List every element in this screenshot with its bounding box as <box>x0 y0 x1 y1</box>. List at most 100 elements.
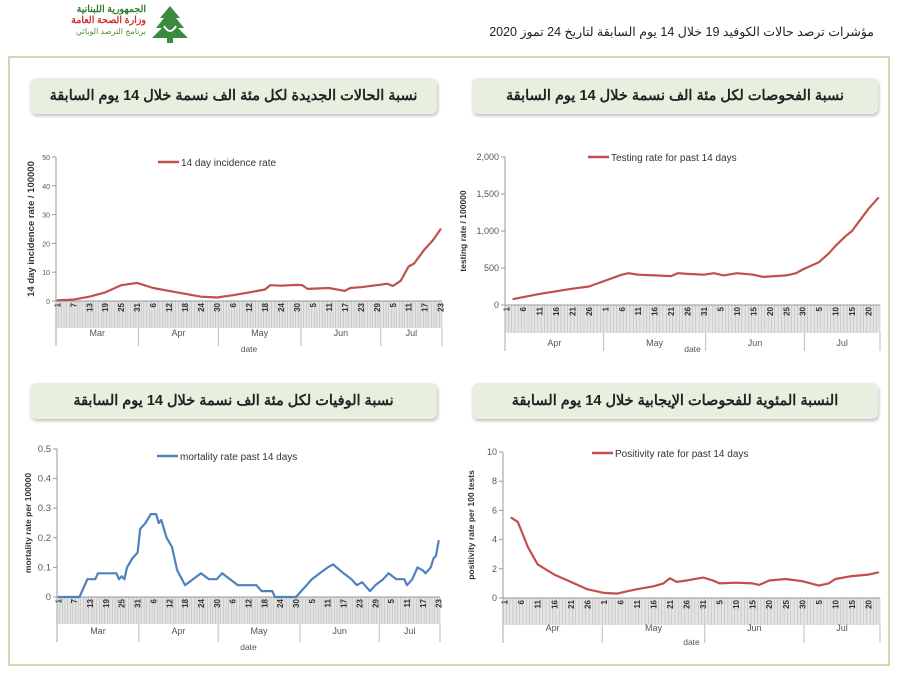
month-label: Jul <box>836 338 848 348</box>
x-tick-label: 5 <box>815 599 824 604</box>
data-point <box>636 588 638 591</box>
data-point <box>768 579 771 582</box>
x-tick-label: 30 <box>799 306 808 315</box>
data-point <box>516 521 519 523</box>
data-point <box>424 572 427 575</box>
y-tick-label: 0.4 <box>38 474 51 485</box>
month-label: Jul <box>406 328 418 338</box>
x-tick-label: 16 <box>649 599 658 608</box>
x-axis-title: date <box>240 642 257 652</box>
data-point <box>536 563 539 566</box>
x-tick-label: 21 <box>667 306 676 315</box>
data-point <box>326 566 329 569</box>
legend-label: Testing rate for past 14 days <box>611 153 737 164</box>
x-tick-label: 6 <box>618 306 627 311</box>
x-tick-label: 1 <box>600 599 609 604</box>
data-point <box>435 554 437 557</box>
x-tick-label: 5 <box>389 302 398 307</box>
month-label: Apr <box>546 623 560 633</box>
x-tick-label: 5 <box>308 598 317 603</box>
y-axis-title: 14 day incidence rate / 100000 <box>26 161 37 297</box>
month-label: May <box>645 623 663 633</box>
data-point <box>200 572 202 575</box>
data-point <box>215 578 218 581</box>
y-tick-label: 0 <box>494 300 499 310</box>
data-point <box>403 578 406 581</box>
data-point <box>350 578 353 581</box>
data-point <box>149 513 152 516</box>
x-tick-label: 5 <box>309 302 318 307</box>
data-point <box>269 284 272 287</box>
x-tick-label: 1 <box>601 306 610 311</box>
y-tick-label: 0 <box>46 299 50 306</box>
x-tick-label: 19 <box>101 302 110 311</box>
x-tick-label: 1 <box>503 306 512 311</box>
data-point <box>115 572 118 575</box>
data-point <box>510 516 513 519</box>
data-point <box>702 576 704 579</box>
x-tick-label: 10 <box>732 599 741 608</box>
data-point <box>361 581 363 584</box>
data-point <box>407 265 410 268</box>
data-point <box>762 275 765 278</box>
x-tick-label: 24 <box>197 598 206 607</box>
x-tick-label: 29 <box>371 598 380 607</box>
series-line <box>510 516 879 595</box>
data-point <box>94 578 97 581</box>
y-tick-label: 20 <box>42 241 50 248</box>
x-tick-label: 6 <box>229 598 238 603</box>
y-tick-label: 8 <box>492 476 497 486</box>
data-point <box>248 291 250 294</box>
x-tick-label: 24 <box>276 598 285 607</box>
data-point <box>57 596 60 598</box>
data-point <box>844 235 847 238</box>
data-point <box>432 557 435 560</box>
data-point <box>306 288 309 290</box>
data-point <box>602 591 605 594</box>
data-point <box>369 590 371 592</box>
panel-title-incidence: نسبة الحالات الجديدة لكل مئة الف نسمة خل… <box>30 78 437 114</box>
x-tick-label: 15 <box>749 306 758 315</box>
page-title: مؤشرات ترصد حالات الكوفيد 19 خلال 14 يوم… <box>489 25 874 39</box>
y-tick-label: 0.3 <box>38 503 51 514</box>
data-point <box>801 268 804 271</box>
data-point <box>207 578 210 581</box>
y-tick-label: 0.2 <box>38 533 51 544</box>
series-line <box>512 196 880 301</box>
data-point <box>395 578 398 581</box>
data-point <box>104 291 107 294</box>
data-point <box>637 273 640 276</box>
data-point <box>126 566 128 569</box>
x-tick-label: 31 <box>134 598 143 607</box>
month-label: Jul <box>836 623 848 633</box>
data-point <box>387 572 390 575</box>
month-label: Jun <box>748 338 763 348</box>
data-point <box>795 272 798 275</box>
data-point <box>332 563 334 566</box>
y-tick-label: 500 <box>484 263 499 273</box>
x-tick-label: 23 <box>357 302 366 311</box>
data-point <box>375 284 378 287</box>
data-point <box>157 522 160 524</box>
data-point <box>271 590 274 592</box>
data-point <box>718 582 721 585</box>
data-point <box>78 596 81 598</box>
y-tick-label: 0.5 <box>38 444 51 455</box>
data-point <box>216 296 218 299</box>
x-tick-band <box>57 597 440 624</box>
data-point <box>171 545 173 548</box>
x-tick-label: 11 <box>536 306 545 315</box>
data-point <box>139 528 142 530</box>
x-tick-label: 16 <box>552 306 561 315</box>
data-point <box>538 293 541 295</box>
data-point <box>877 196 880 199</box>
data-point <box>295 596 297 598</box>
data-point <box>349 287 352 289</box>
x-tick-label: 25 <box>782 306 791 315</box>
data-point <box>155 513 157 516</box>
x-tick-label: 17 <box>419 598 428 607</box>
data-point <box>411 578 414 581</box>
data-point <box>359 286 362 289</box>
x-tick-label: 10 <box>733 306 742 315</box>
x-tick-label: 1 <box>54 598 63 603</box>
